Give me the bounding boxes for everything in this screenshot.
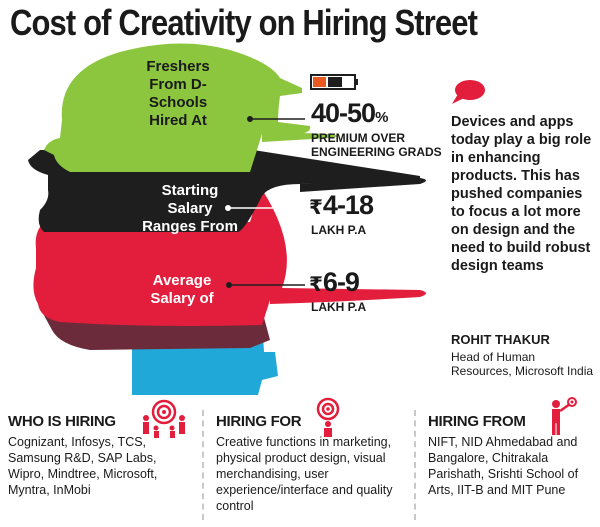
quote-author: ROHIT THAKUR: [451, 332, 550, 347]
premium-note: PREMIUM OVER ENGINEERING GRADS: [311, 131, 442, 159]
premium-unit: %: [375, 109, 389, 126]
premium-stat: 40-50%: [311, 98, 388, 129]
who-hiring-title: WHO IS HIRING: [8, 413, 116, 430]
quote-text: Devices and apps today play a big role i…: [451, 114, 592, 274]
average-currency: ₹: [309, 274, 323, 296]
hiring-for-list: Creative functions in marketing, physica…: [216, 435, 393, 513]
hiring-from-title: HIRING FROM: [428, 413, 526, 430]
average-salary-label: Average Salary of: [150, 272, 214, 307]
freshers-label: Freshers From D-Schools Hired At: [146, 58, 210, 129]
premium-note-line1: PREMIUM OVER: [311, 131, 406, 145]
column-divider-1: [202, 410, 204, 520]
speech-bubble-icon: [452, 80, 485, 104]
red-band: [33, 175, 421, 326]
average-stat: ₹6-9: [309, 267, 360, 298]
hiring-for-title: HIRING FOR: [216, 413, 302, 430]
starting-salary-label: Starting Salary Ranges From: [142, 182, 238, 235]
premium-note-line2: ENGINEERING GRADS: [311, 145, 442, 159]
starting-unit: LAKH P.A: [311, 223, 367, 237]
green-band: [44, 43, 311, 172]
average-unit: LAKH P.A: [311, 300, 367, 314]
quote-role: Head of Human Resources, Microsoft India: [451, 350, 594, 378]
average-value: 6-9: [322, 267, 360, 297]
starting-stat: ₹4-18: [309, 190, 374, 221]
starting-currency: ₹: [309, 197, 323, 219]
premium-value: 40-50: [311, 98, 376, 128]
starting-value: 4-18: [322, 190, 374, 220]
page-title: Cost of Creativity on Hiring Street: [10, 2, 478, 43]
who-hiring-list: Cognizant, Infosys, TCS, Samsung R&D, SA…: [8, 435, 158, 497]
column-divider-2: [414, 410, 416, 520]
battery-icon: [310, 74, 358, 90]
person-with-target-icon: [552, 397, 577, 435]
target-person-icon: [316, 397, 340, 437]
people-target-icon: [143, 399, 185, 438]
hiring-from-list: NIFT, NID Ahmedabad and Bangalore, Chitr…: [428, 435, 579, 497]
